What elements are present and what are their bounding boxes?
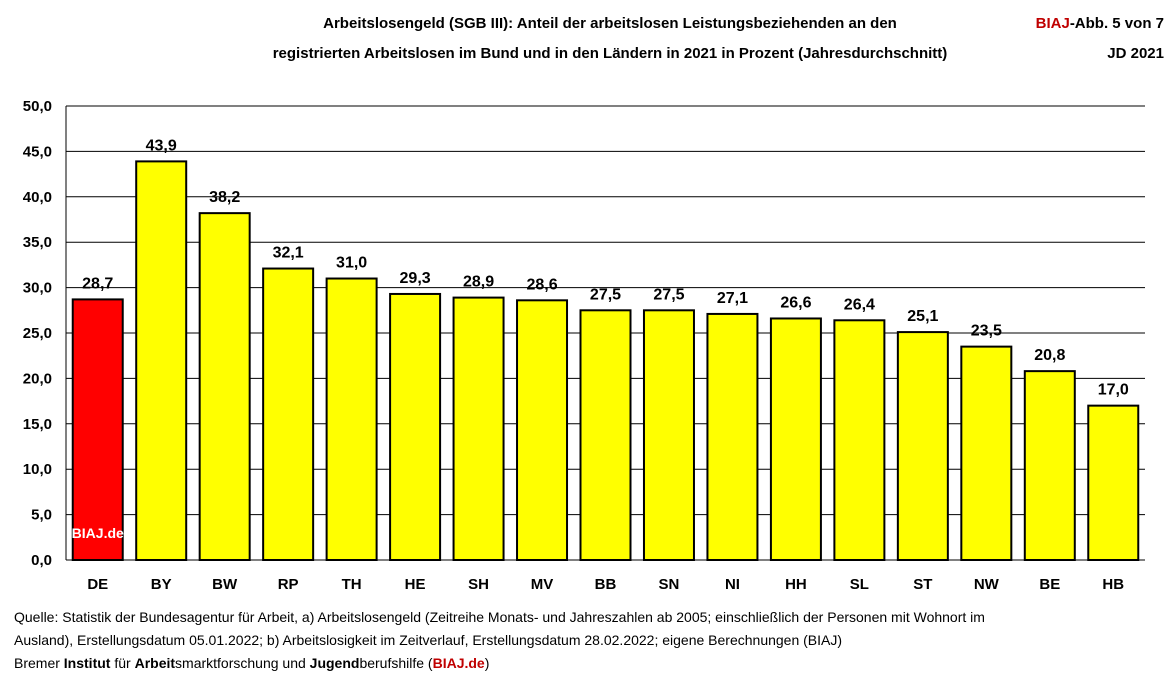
x-tick-label: BY (151, 576, 172, 593)
data-label: 28,7 (82, 275, 113, 292)
y-tick-label: 15,0 (23, 416, 52, 433)
institute-line: Bremer Institut für Arbeitsmarktforschun… (14, 652, 1164, 675)
data-label: 28,9 (463, 274, 494, 291)
figure-brand: BIAJ (1035, 15, 1070, 32)
figure-number: -Abb. 5 von 7 (1069, 15, 1164, 32)
bar-mv (516, 299, 569, 561)
source-line-1: Quelle: Statistik der Bundesagentur für … (14, 609, 985, 625)
x-tick-label: HE (405, 576, 426, 593)
bar-bb (579, 309, 632, 561)
bar-sh (452, 296, 505, 561)
bar-by (135, 160, 188, 561)
bar-hb (1087, 404, 1140, 562)
y-tick-label: 50,0 (23, 98, 52, 115)
bar-st (896, 331, 949, 562)
x-tick-label: ST (913, 576, 932, 593)
inst-text: ) (484, 655, 490, 671)
inst-bold: Institut (63, 655, 111, 671)
y-tick-label: 30,0 (23, 280, 52, 297)
inst-bold: Arbeit (134, 655, 176, 671)
x-tick-label: SL (850, 576, 869, 593)
figure-label: BIAJ-Abb. 5 von 7 (1036, 14, 1164, 34)
data-label: 23,5 (971, 323, 1002, 340)
x-tick-label: TH (342, 576, 362, 593)
data-label: 26,4 (844, 296, 875, 313)
biaj-link[interactable]: BIAJ.de (432, 655, 485, 671)
y-tick-label: 5,0 (31, 507, 52, 524)
x-tick-label: NW (974, 576, 1000, 593)
y-tick-label: 40,0 (23, 189, 52, 206)
data-label: 43,9 (146, 137, 177, 154)
bar-th (325, 277, 378, 561)
bar-rp (262, 267, 315, 561)
bar-nw (960, 345, 1013, 561)
bar-sn (642, 309, 695, 561)
chart-title-line-2: registrierten Arbeitslosen im Bund und i… (272, 45, 948, 62)
x-tick-label: HH (785, 576, 807, 593)
inst-text: für (110, 655, 135, 671)
y-tick-label: 35,0 (23, 234, 52, 251)
y-tick-label: 45,0 (23, 143, 52, 160)
inst-text: berufshilfe ( (359, 655, 433, 671)
data-label: 25,1 (907, 308, 938, 325)
x-tick-label: SH (468, 576, 489, 593)
data-label: 26,6 (780, 294, 811, 311)
data-label: 27,5 (653, 286, 684, 303)
x-tick-label: DE (87, 576, 108, 593)
data-label: 27,5 (590, 286, 621, 303)
y-tick-label: 20,0 (23, 370, 52, 387)
data-label: 32,1 (273, 245, 304, 262)
chart-title-line-1: Arbeitslosengeld (SGB III): Anteil der a… (323, 15, 897, 32)
data-label: 27,1 (717, 290, 748, 307)
x-tick-label: BE (1039, 576, 1060, 593)
bar-chart: 0,0 5,0 10,0 15,0 20,0 25,0 30,0 35,0 40,0 45,0 50… (23, 98, 1145, 593)
x-tick-label: MV (531, 576, 554, 593)
bar-bw (198, 212, 251, 561)
bar-hh (769, 317, 822, 561)
inst-bold: Jugend (309, 655, 360, 671)
data-label: 28,6 (526, 276, 557, 293)
chart-footer: Quelle: Statistik der Bundesagentur für … (14, 606, 1164, 675)
inst-text: Bremer (14, 655, 64, 671)
inst-text: smarktforschung und (175, 655, 310, 671)
data-label: 20,8 (1034, 347, 1065, 364)
bar-de (71, 298, 124, 561)
bar-ni (706, 312, 759, 561)
figure-period: JD 2021 (1107, 45, 1164, 62)
data-label: 38,2 (209, 189, 240, 206)
y-tick-label: 10,0 (23, 461, 52, 478)
y-tick-label: 0,0 (31, 552, 52, 569)
x-tick-label: BW (212, 576, 238, 593)
bar-be (1023, 370, 1076, 561)
data-label: 17,0 (1098, 382, 1129, 399)
bar-sl (833, 319, 886, 561)
x-tick-label: NI (725, 576, 740, 593)
y-tick-label: 25,0 (23, 325, 52, 342)
x-tick-label: RP (278, 576, 299, 593)
data-label: 29,3 (400, 270, 431, 287)
source-line-2: Ausland), Erstellungsdatum 05.01.2022; b… (14, 632, 843, 648)
watermark: BIAJ.de (72, 525, 124, 541)
x-tick-label: HB (1102, 576, 1124, 593)
bar-he (389, 292, 442, 561)
data-label: 31,0 (336, 255, 367, 272)
x-tick-label: SN (659, 576, 680, 593)
x-tick-label: BB (595, 576, 617, 593)
